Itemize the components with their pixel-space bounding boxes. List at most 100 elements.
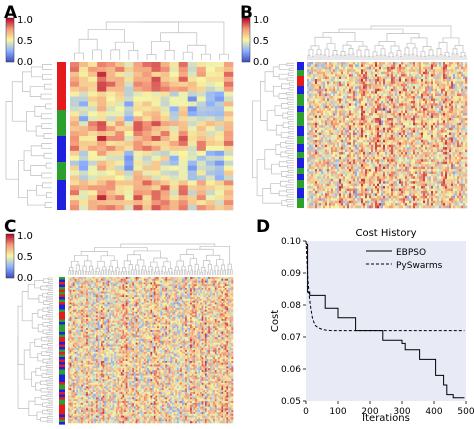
heatmap-cell <box>317 195 320 199</box>
heatmap-cell <box>433 125 436 128</box>
heatmap-cell <box>371 69 374 73</box>
heatmap-cell <box>407 135 410 138</box>
heatmap-cell <box>381 176 384 180</box>
heatmap-cell <box>447 135 450 138</box>
heatmap-cell <box>397 164 400 167</box>
heatmap-cell <box>383 195 386 199</box>
heatmap-cell <box>331 108 334 111</box>
heatmap-cell <box>196 145 207 152</box>
heatmap-cell <box>423 71 426 75</box>
heatmap-cell <box>365 164 368 167</box>
heatmap-cell <box>409 88 412 92</box>
heatmap-cell <box>337 161 340 165</box>
heatmap-cell <box>435 74 438 77</box>
heatmap-cell <box>357 64 360 68</box>
heatmap-cell <box>409 154 412 158</box>
heatmap-cell <box>331 142 334 146</box>
heatmap-cell <box>385 154 388 158</box>
heatmap-cell <box>367 135 370 138</box>
heatmap-cell <box>319 130 322 133</box>
heatmap-cell <box>455 115 458 119</box>
heatmap-cell <box>309 144 312 148</box>
heatmap-cell <box>365 144 368 148</box>
heatmap-cell <box>319 62 322 65</box>
heatmap-cell <box>97 81 107 87</box>
heatmap-cell <box>427 113 430 116</box>
heatmap-cell <box>335 100 338 104</box>
heatmap-cell <box>311 88 314 92</box>
heatmap-cell <box>419 142 422 146</box>
heatmap-cell <box>445 154 448 158</box>
heatmap-cell <box>399 161 402 165</box>
heatmap-cell <box>411 62 414 65</box>
heatmap-cell <box>379 91 382 94</box>
heatmap-cell <box>447 193 450 197</box>
heatmap-cell <box>459 69 462 73</box>
heatmap-cell <box>403 152 406 155</box>
heatmap-cell <box>455 79 458 82</box>
heatmap-cell <box>421 81 424 85</box>
heatmap-cell <box>445 186 448 189</box>
heatmap-cell <box>321 93 324 97</box>
heatmap-cell <box>391 193 394 197</box>
heatmap-cell <box>433 81 436 85</box>
heatmap-cell <box>457 91 460 94</box>
heatmap-cell <box>70 195 80 201</box>
heatmap-cell <box>333 135 336 138</box>
heatmap-cell <box>357 132 360 136</box>
heatmap-cell <box>355 120 358 124</box>
heatmap-cell <box>375 135 378 138</box>
heatmap-cell <box>461 115 464 119</box>
heatmap-cell <box>383 115 386 119</box>
heatmap-cell <box>355 169 358 172</box>
heatmap-cell <box>423 69 426 73</box>
heatmap-cell <box>307 171 310 175</box>
heatmap-cell <box>327 113 330 116</box>
heatmap-cell <box>453 74 456 77</box>
heatmap-cell <box>345 161 348 165</box>
heatmap-cell <box>373 69 376 73</box>
heatmap-cell <box>423 181 426 184</box>
heatmap-cell <box>463 193 466 197</box>
heatmap-cell <box>459 130 462 133</box>
heatmap-cell <box>355 154 358 158</box>
heatmap-cell <box>315 190 318 194</box>
heatmap-cell <box>357 127 360 131</box>
heatmap-cell <box>463 144 466 148</box>
heatmap-cell <box>447 154 450 158</box>
heatmap-cell <box>377 183 380 187</box>
heatmap-cell <box>441 64 444 68</box>
heatmap-cell <box>461 130 464 133</box>
heatmap-cell <box>377 149 380 153</box>
heatmap-cell <box>429 186 432 189</box>
heatmap-cell <box>367 161 370 165</box>
heatmap-cell <box>115 62 125 68</box>
heatmap-cell <box>373 113 376 116</box>
heatmap-cell <box>321 161 324 165</box>
heatmap-cell <box>415 64 418 68</box>
heatmap-cell <box>429 115 432 119</box>
heatmap-cell <box>463 79 466 82</box>
heatmap-cell <box>405 108 408 111</box>
heatmap-cell <box>321 86 324 90</box>
heatmap-cell <box>151 165 161 171</box>
heatmap-cell <box>371 86 374 90</box>
heatmap-cell <box>343 110 346 114</box>
heatmap-cell <box>403 110 406 114</box>
heatmap-cell <box>387 103 390 107</box>
heatmap-cell <box>455 103 458 107</box>
heatmap-cell <box>319 137 322 141</box>
heatmap-cell <box>395 88 398 92</box>
heatmap-cell <box>459 142 462 146</box>
heatmap-cell <box>311 173 314 177</box>
heatmap-cell <box>453 176 456 180</box>
heatmap-cell <box>465 69 468 73</box>
heatmap-cell <box>451 103 454 107</box>
heatmap-cell <box>343 193 346 197</box>
heatmap-cell <box>70 71 80 78</box>
heatmap-cell <box>383 142 386 146</box>
heatmap-cell <box>465 83 468 87</box>
heatmap-cell <box>441 76 444 80</box>
heatmap-cell <box>443 115 446 119</box>
heatmap-cell <box>379 176 382 180</box>
